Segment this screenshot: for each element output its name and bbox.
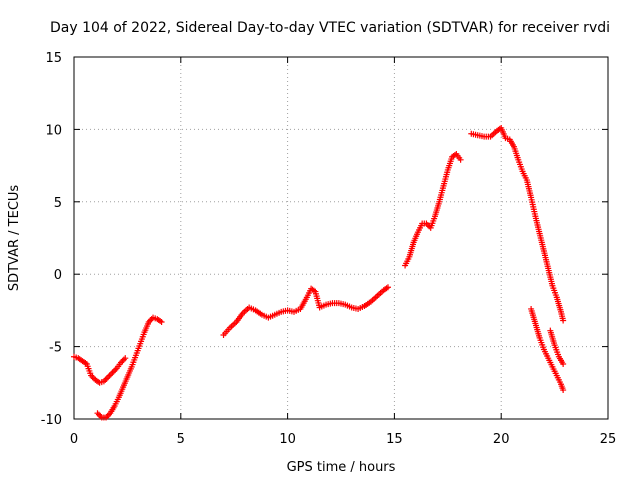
series-1 <box>71 353 129 386</box>
data-markers <box>71 124 567 421</box>
y-tick-label: 10 <box>45 123 62 138</box>
series-2 <box>94 314 165 421</box>
data-point-fill <box>148 316 155 323</box>
grid-lines <box>74 57 608 419</box>
data-point <box>109 369 116 376</box>
plot-frame <box>73 56 609 420</box>
series-6 <box>528 305 567 394</box>
data-point <box>457 156 464 163</box>
series-4 <box>402 151 464 269</box>
y-axis-label: SDTVAR / TECUs <box>7 185 22 292</box>
y-tick-label: 5 <box>54 196 62 211</box>
data-point <box>94 410 101 417</box>
data-point <box>384 284 391 291</box>
chart-title: Day 104 of 2022, Sidereal Day-to-day VTE… <box>50 20 610 36</box>
data-point <box>158 318 165 325</box>
data-point-fill <box>110 368 117 375</box>
data-point <box>560 387 567 394</box>
data-point-fill <box>119 358 126 365</box>
data-point-fill <box>95 411 102 418</box>
x-axis-label: GPS time / hours <box>287 460 396 475</box>
data-point <box>560 317 567 324</box>
data-point-fill <box>108 371 115 378</box>
data-point-fill <box>104 413 111 420</box>
y-tick-label: -5 <box>49 341 62 356</box>
y-tick-label: 15 <box>45 51 62 66</box>
data-point <box>122 355 129 362</box>
series-5 <box>468 124 567 324</box>
x-tick-label: 25 <box>600 432 617 447</box>
data-point-fill <box>120 356 127 363</box>
data-point <box>105 374 112 381</box>
x-tick-label: 5 <box>177 432 185 447</box>
data-point <box>560 360 567 367</box>
y-tick-label: 0 <box>54 268 62 283</box>
data-point-fill <box>112 366 119 373</box>
data-point-fill <box>97 413 104 420</box>
series-7 <box>547 327 567 367</box>
axis-ticks: 0 5 10 15 20 25 -10 -5 0 5 10 15 <box>41 51 617 447</box>
data-point-fill <box>103 375 110 382</box>
x-tick-label: 0 <box>70 432 78 447</box>
y-tick-label: -10 <box>41 413 62 428</box>
x-tick-label: 15 <box>386 432 403 447</box>
x-tick-label: 10 <box>279 432 296 447</box>
series-3 <box>220 284 391 339</box>
x-tick-label: 20 <box>493 432 510 447</box>
data-point-fill <box>106 372 113 379</box>
